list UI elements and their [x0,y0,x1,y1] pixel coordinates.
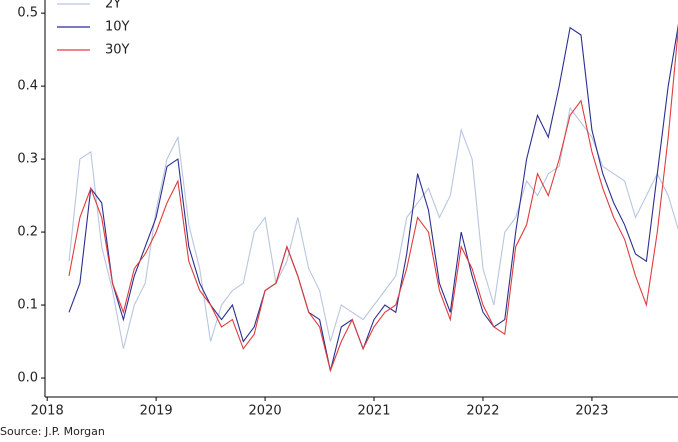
y-tick-label: 0.3 [17,152,38,167]
x-tick-label: 2023 [575,404,608,419]
y-tick-label: 0.2 [17,225,38,240]
x-tick-label: 2018 [31,404,64,419]
x-tick-label: 2019 [140,404,173,419]
y-tick-label: 0.1 [17,298,38,313]
x-tick-label: 2020 [249,404,282,419]
legend-label: 10Y [105,20,130,35]
x-tick-label: 2021 [357,404,390,419]
series-line [68,106,678,349]
source-note: Source: J.P. Morgan [0,425,105,438]
legend-label: 2Y [105,0,121,12]
series-line [68,23,678,371]
x-tick-label: 2022 [466,404,499,419]
y-tick-label: 0.5 [17,6,38,21]
series-line [68,26,678,373]
y-tick-label: 0.4 [17,79,38,94]
legend-label: 30Y [105,43,130,58]
y-tick-label: 0.0 [17,371,38,386]
